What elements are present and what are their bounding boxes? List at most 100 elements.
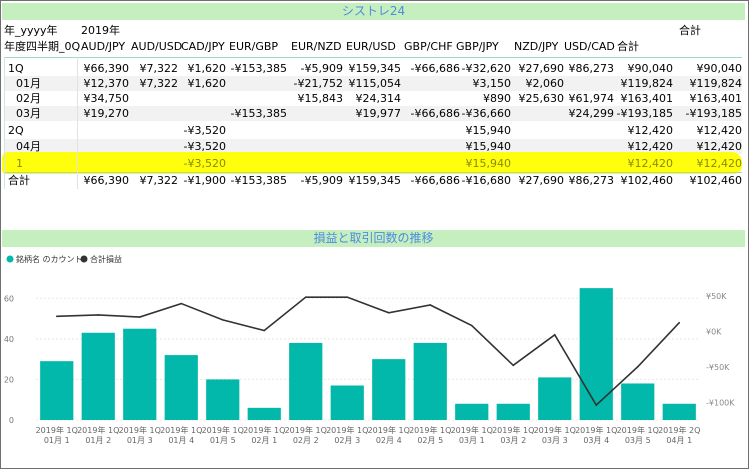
- bar: [372, 359, 406, 420]
- value-cell: ¥12,420: [627, 124, 674, 137]
- value-cell: -¥3,520: [183, 157, 226, 170]
- x-tick-label: 01月 3: [127, 436, 153, 445]
- legend-label-count: 銘柄名 のカウント: [16, 254, 83, 264]
- row-label[interactable]: 04月: [16, 140, 41, 153]
- value-cell: ¥119,824: [689, 77, 743, 90]
- value-cell: -¥193,185: [685, 107, 742, 120]
- x-tick-label: 01月 1: [44, 436, 70, 445]
- value-cell: ¥1,620: [187, 77, 227, 90]
- value-cell: -¥153,385: [230, 107, 287, 120]
- bar: [579, 288, 613, 420]
- pivot-table: 年_yyyy年 2019年 合計 年度四半期_0Q AUD/JPY AUD/USD CAD/…: [2, 21, 744, 221]
- value-cell: ¥7,322: [139, 174, 179, 187]
- x-tick-label: 2019年 1Q: [409, 425, 451, 435]
- pnl-point: [346, 296, 349, 298]
- y-left-tick: 0: [9, 416, 14, 425]
- x-tick-label: 02月 4: [376, 436, 402, 445]
- pnl-point: [180, 302, 183, 305]
- header-year-cell: 合計: [679, 24, 701, 37]
- x-tick-label: 03月 4: [583, 436, 609, 445]
- pnl-point: [512, 364, 515, 367]
- value-cell: ¥15,940: [465, 124, 512, 137]
- pnl-point: [553, 334, 556, 336]
- value-cell: ¥3,150: [472, 77, 512, 90]
- bar: [40, 361, 74, 420]
- value-cell: ¥1,620: [187, 62, 227, 75]
- legend-label-pnl: 合計損益: [90, 254, 122, 264]
- header-pair-cell: GBP/CHF: [404, 40, 453, 53]
- x-tick-label: 03月 1: [459, 436, 485, 445]
- combo-chart: 銘柄名 のカウント 合計損益 0 20 40 60 ¥50K ¥0K -¥50K -¥100K 20…: [4, 254, 735, 445]
- pnl-point: [221, 319, 224, 321]
- value-cell: ¥12,420: [696, 124, 743, 137]
- x-tick-label: 01月 5: [210, 436, 236, 445]
- header-pair-cell: AUD/JPY: [81, 40, 126, 53]
- row-label[interactable]: 01月: [16, 77, 41, 90]
- header-divider: [4, 57, 742, 58]
- value-cell: -¥36,660: [461, 107, 511, 120]
- value-cell: -¥153,385: [230, 62, 287, 75]
- bar: [81, 332, 115, 420]
- header-pair-cell: AUD/USD: [131, 40, 183, 53]
- row-band: [4, 139, 742, 154]
- row-label[interactable]: 1Q: [8, 62, 24, 75]
- bar: [123, 328, 157, 420]
- x-tick-label: 01月 4: [168, 436, 194, 445]
- header-pair-cell: EUR/GBP: [229, 40, 279, 53]
- pnl-point: [97, 314, 100, 316]
- x-tick-label: 03月 3: [542, 436, 568, 445]
- value-cell: ¥15,843: [297, 92, 344, 105]
- y-right-tick: -¥100K: [706, 398, 735, 407]
- total-divider: [4, 172, 742, 173]
- value-cell: ¥163,401: [689, 92, 743, 105]
- value-cell: ¥12,420: [627, 140, 674, 153]
- value-cell: ¥115,054: [348, 77, 402, 90]
- bar: [455, 403, 489, 420]
- value-cell: ¥86,273: [568, 62, 615, 75]
- legend-swatch-pnl: [80, 255, 88, 263]
- row-label[interactable]: 合計: [8, 174, 30, 187]
- bar: [289, 342, 323, 420]
- y-left-tick: 60: [4, 294, 14, 303]
- legend-swatch-count: [6, 255, 14, 263]
- value-cell: ¥61,974: [568, 92, 615, 105]
- value-cell: ¥163,401: [620, 92, 674, 105]
- value-cell: ¥19,270: [83, 107, 130, 120]
- row-label[interactable]: 02月: [16, 92, 41, 105]
- header-pair-cell: NZD/JPY: [514, 40, 559, 53]
- x-tick-label: 2019年 1Q: [575, 425, 617, 435]
- row-label[interactable]: 2Q: [8, 124, 24, 137]
- bar: [206, 379, 240, 420]
- x-tick-label: 2019年 1Q: [534, 425, 576, 435]
- value-cell: ¥12,370: [83, 77, 130, 90]
- bar: [330, 385, 364, 420]
- value-cell: -¥66,686: [410, 107, 460, 120]
- value-cell: -¥3,520: [183, 124, 226, 137]
- x-tick-label: 2019年 1Q: [451, 425, 493, 435]
- bar: [164, 355, 198, 420]
- pnl-point: [678, 321, 681, 324]
- header-pair-cell: 合計: [617, 40, 639, 53]
- value-cell: -¥66,686: [410, 174, 460, 187]
- chart-title: 損益と取引回数の推移: [2, 230, 745, 247]
- value-cell: ¥25,630: [518, 92, 565, 105]
- row-label[interactable]: 03月: [16, 107, 41, 120]
- value-cell: ¥90,040: [627, 62, 674, 75]
- value-cell: -¥16,680: [461, 174, 511, 187]
- y-right-tick: ¥0K: [706, 327, 722, 336]
- bar: [247, 407, 281, 420]
- row-label[interactable]: 1: [16, 157, 23, 170]
- bar: [662, 403, 696, 420]
- x-tick-label: 01月 2: [85, 436, 111, 445]
- pnl-point: [55, 315, 58, 318]
- x-tick-label: 2019年 1Q: [36, 425, 78, 435]
- table-left-rule: [4, 57, 5, 189]
- value-cell: ¥890: [483, 92, 511, 105]
- x-tick-label: 2019年 1Q: [492, 425, 534, 435]
- x-tick-label: 2019年 1Q: [77, 425, 119, 435]
- value-cell: ¥7,322: [139, 62, 179, 75]
- pnl-point: [138, 316, 141, 318]
- pnl-point: [304, 296, 307, 298]
- pnl-point: [429, 304, 432, 306]
- value-cell: ¥34,750: [83, 92, 130, 105]
